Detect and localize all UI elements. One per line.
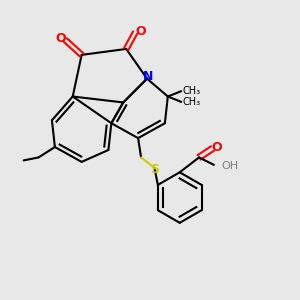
Text: O: O xyxy=(212,140,222,154)
Text: O: O xyxy=(56,32,66,45)
Text: O: O xyxy=(135,25,146,38)
Text: N: N xyxy=(143,70,154,83)
Text: CH₃: CH₃ xyxy=(183,98,201,107)
Text: OH: OH xyxy=(221,161,239,171)
Text: S: S xyxy=(151,163,160,176)
Text: CH₃: CH₃ xyxy=(183,85,201,96)
